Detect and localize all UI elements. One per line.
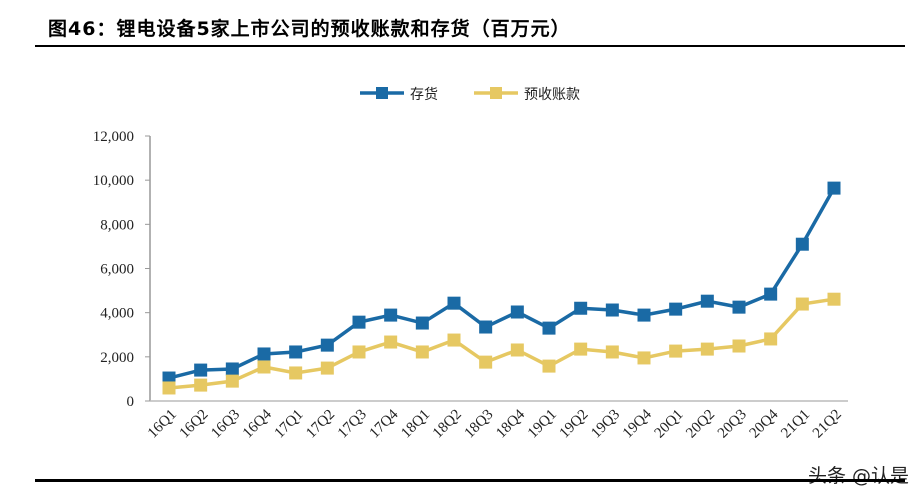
data-point (795, 297, 809, 311)
series-line (168, 187, 836, 380)
x-tick-label: 20Q2 (683, 407, 718, 442)
data-point (764, 287, 778, 301)
x-tick-label: 20Q3 (715, 407, 750, 442)
data-point (669, 302, 683, 316)
data-point (605, 303, 619, 317)
x-tick-label: 20Q4 (747, 406, 782, 441)
watermark: 头条 @认是 (807, 465, 909, 487)
data-point (764, 332, 778, 346)
data-point (700, 294, 714, 308)
data-point (194, 363, 208, 377)
data-point (162, 381, 176, 395)
data-point (162, 371, 176, 385)
data-point (225, 362, 239, 376)
x-tick-label: 17Q3 (335, 407, 370, 442)
x-tick-label: 16Q3 (208, 407, 243, 442)
data-point (479, 355, 493, 369)
x-tick-label: 17Q2 (303, 407, 338, 442)
series-1 (162, 292, 841, 395)
data-point (637, 351, 651, 365)
legend: 存货 预收账款 (360, 86, 580, 103)
data-point (605, 345, 619, 359)
figure-title: 图46：锂电设备5家上市公司的预收账款和存货（百万元） (48, 18, 571, 40)
x-tick-label: 17Q1 (272, 407, 307, 442)
data-point (384, 308, 398, 322)
data-point (637, 308, 651, 322)
data-point (827, 181, 841, 195)
legend-marker (490, 87, 502, 99)
data-point (447, 296, 461, 310)
y-tick-label: 12,000 (93, 129, 134, 145)
data-point (827, 292, 841, 306)
x-tick-label: 16Q2 (177, 407, 212, 442)
data-point (700, 342, 714, 356)
data-point (415, 316, 429, 330)
x-tick-label: 16Q1 (145, 407, 180, 442)
data-point (447, 333, 461, 347)
data-point (257, 360, 271, 374)
data-point (257, 347, 271, 361)
data-point (384, 335, 398, 349)
x-tick-label: 19Q2 (557, 407, 592, 442)
data-point (194, 378, 208, 392)
x-tick-label: 19Q4 (620, 406, 655, 441)
data-point (289, 345, 303, 359)
x-tick-label: 21Q2 (810, 407, 845, 442)
y-tick-label: 6,000 (100, 262, 134, 278)
legend-marker (376, 87, 388, 99)
series-0 (162, 181, 841, 385)
data-point (225, 374, 239, 388)
legend-label: 存货 (410, 86, 438, 103)
series-line (168, 297, 835, 390)
data-point (732, 339, 746, 353)
data-point (510, 343, 524, 357)
data-point (415, 345, 429, 359)
data-point (320, 361, 334, 375)
y-tick-label: 0 (127, 394, 135, 410)
data-point (542, 359, 556, 373)
legend-label: 预收账款 (524, 87, 580, 103)
bottom-divider (35, 479, 905, 482)
x-tick-label: 20Q1 (652, 407, 687, 442)
data-point (795, 237, 809, 251)
x-tick-label: 19Q3 (588, 407, 623, 442)
data-point (669, 344, 683, 358)
x-tick-label: 18Q4 (493, 406, 528, 441)
data-point (574, 301, 588, 315)
y-tick-label: 10,000 (93, 173, 134, 189)
data-point (352, 345, 366, 359)
x-tick-label: 21Q1 (778, 407, 813, 442)
data-point (479, 320, 493, 334)
x-tick-label: 17Q4 (367, 406, 402, 441)
data-point (510, 305, 524, 319)
series-group (162, 181, 841, 395)
y-tick-label: 8,000 (100, 217, 134, 233)
x-tick-label: 18Q2 (430, 407, 465, 442)
x-tick-label: 19Q1 (525, 407, 560, 442)
data-point (574, 342, 588, 356)
data-point (320, 338, 334, 352)
data-point (732, 300, 746, 314)
data-point (352, 315, 366, 329)
y-tick-label: 4,000 (100, 306, 134, 322)
x-tick-label: 18Q3 (462, 407, 497, 442)
x-tick-label: 18Q1 (398, 407, 433, 442)
y-tick-label: 2,000 (100, 350, 134, 366)
axes: 02,0004,0006,0008,00010,00012,00016Q116Q… (93, 129, 848, 441)
x-tick-label: 16Q4 (240, 406, 275, 441)
data-point (542, 321, 556, 335)
title-divider (35, 45, 905, 47)
data-point (289, 366, 303, 380)
